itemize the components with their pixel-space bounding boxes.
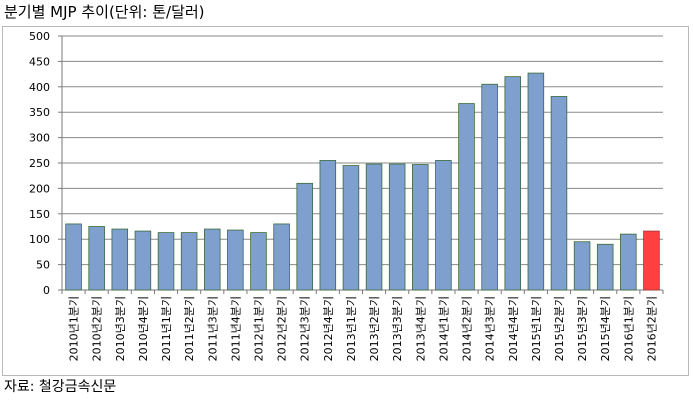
bar: [180, 232, 198, 291]
y-tick-label: 500: [29, 30, 50, 43]
y-tick-label: 150: [29, 208, 50, 221]
bar: [504, 76, 522, 291]
bar: [550, 96, 568, 291]
x-tick-label: 2013년4분기: [414, 296, 427, 361]
x-tick-label: 2014년3분기: [484, 296, 497, 361]
x-tick-label: 2015년2분기: [553, 296, 566, 361]
chart-title: 분기별 MJP 추이(단위: 톤/달러): [4, 3, 205, 21]
y-tick-label: 0: [43, 284, 50, 297]
bar: [573, 241, 591, 291]
x-tick-label: 2011년2분기: [183, 296, 196, 361]
bar: [435, 160, 452, 291]
x-tick-label: 2015년4분기: [599, 296, 612, 361]
bar: [388, 163, 406, 291]
y-tick-label: 250: [29, 157, 50, 170]
bar: [250, 232, 267, 291]
x-tick-label: 2010년1분기: [68, 296, 81, 361]
x-tick-label: 2016년1분기: [622, 296, 635, 361]
x-tick-label: 2014년4분기: [507, 296, 520, 361]
bar: [65, 223, 82, 291]
bar: [88, 226, 105, 291]
bar: [296, 182, 313, 291]
x-tick-label: 2010년2분기: [91, 296, 104, 361]
bar: [596, 243, 614, 291]
x-tick-label: 2013년3분기: [391, 296, 404, 361]
bar: [319, 160, 337, 291]
y-tick-label: 50: [36, 259, 50, 272]
x-tick-label: 2015년1분기: [530, 296, 543, 361]
x-tick-label: 2011년1분기: [160, 296, 173, 361]
y-tick-label: 200: [29, 182, 50, 195]
x-tick-label: 2014년2분기: [461, 296, 474, 361]
x-tick-label: 2010년4분기: [137, 296, 150, 361]
bar: [203, 228, 221, 291]
chart-frame: [2, 26, 689, 376]
x-tick-label: 2012년3분기: [299, 296, 312, 361]
bar: [412, 164, 429, 291]
bar: [620, 233, 637, 291]
y-tick-label: 400: [29, 81, 50, 94]
bar: [111, 228, 129, 291]
x-tick-label: 2012년1분기: [252, 296, 265, 361]
x-tick-label: 2012년4분기: [322, 296, 335, 361]
bar: [227, 229, 244, 291]
y-tick-label: 350: [29, 106, 50, 119]
x-tick-label: 2011년3분기: [206, 296, 219, 361]
bar: [134, 230, 152, 291]
bar: [157, 232, 175, 291]
x-tick-label: 2016년2분기: [645, 296, 658, 361]
y-tick-label: 300: [29, 132, 50, 145]
bar: [527, 72, 545, 291]
y-tick-label: 450: [29, 55, 50, 68]
x-tick-label: 2010년3분기: [114, 296, 127, 361]
bar: [365, 163, 383, 291]
bar-highlight: [643, 230, 660, 291]
x-tick-label: 2011년4분기: [229, 296, 242, 361]
y-tick-label: 100: [29, 233, 50, 246]
bar: [273, 223, 290, 291]
x-tick-label: 2015년3분기: [576, 296, 589, 361]
x-tick-label: 2013년1분기: [345, 296, 358, 361]
bar: [481, 83, 498, 291]
x-tick-label: 2013년2분기: [368, 296, 381, 361]
bar: [342, 165, 360, 291]
x-tick-label: 2012년2분기: [276, 296, 289, 361]
source-note: 자료: 철강금속신문: [4, 379, 117, 395]
x-tick-label: 2014년1분기: [437, 296, 450, 361]
bar: [458, 103, 475, 291]
